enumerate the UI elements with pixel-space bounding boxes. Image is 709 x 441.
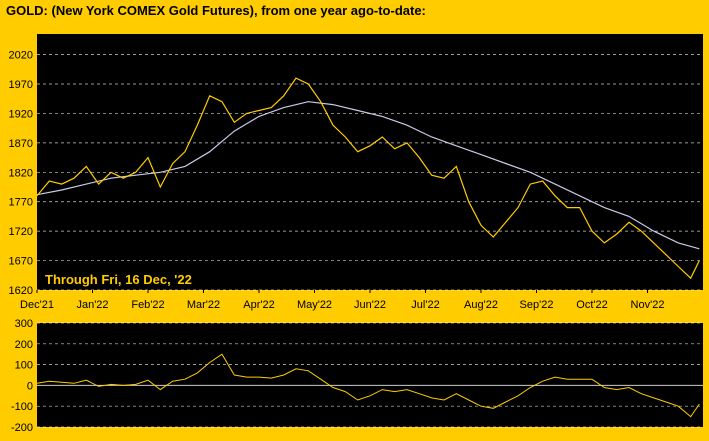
x-tick-label: Sep'22 <box>520 299 554 311</box>
price-y-tick-label: 1670 <box>9 256 33 268</box>
through-date-annotation: Through Fri, 16 Dec, '22 <box>45 272 192 287</box>
price-y-tick-label: 1820 <box>9 167 33 179</box>
price-y-tick-label: 1770 <box>9 197 33 209</box>
price-y-tick-label: 1970 <box>9 79 33 91</box>
chart-title: GOLD: (New York COMEX Gold Futures), fro… <box>6 3 426 18</box>
oscillator-y-tick-label: 300 <box>15 318 33 330</box>
oscillator-y-tick-label: 100 <box>15 360 33 372</box>
oscillator-plot-area <box>37 323 703 427</box>
price-y-tick-label: 1620 <box>9 285 33 297</box>
x-tick-label: Aug'22 <box>464 299 498 311</box>
x-tick-label: Oct'22 <box>576 299 607 311</box>
price-plot-area <box>37 34 703 290</box>
x-tick-label: Apr'22 <box>243 299 274 311</box>
x-tick-label: Nov'22 <box>631 299 665 311</box>
x-tick-label: Jul'22 <box>411 299 439 311</box>
price-y-tick-label: 2020 <box>9 50 33 62</box>
price-line <box>36 77 700 280</box>
oscillator-y-tick-label: -200 <box>11 422 33 434</box>
moving-average-line <box>36 101 700 250</box>
x-tick-label: May'22 <box>297 299 332 311</box>
x-tick-label: Jan'22 <box>76 299 108 311</box>
x-tick-label: Jun'22 <box>354 299 386 311</box>
price-y-tick-label: 1870 <box>9 138 33 150</box>
oscillator-y-tick-label: 200 <box>15 339 33 351</box>
oscillator-y-tick-label: -100 <box>11 401 33 413</box>
x-tick-label: Dec'21 <box>20 299 54 311</box>
oscillator-line <box>36 353 700 418</box>
oscillator-y-tick-label: 0 <box>27 380 33 392</box>
x-tick-label: Feb'22 <box>131 299 164 311</box>
x-tick-label: Mar'22 <box>187 299 220 311</box>
price-y-tick-label: 1920 <box>9 108 33 120</box>
price-y-tick-label: 1720 <box>9 226 33 238</box>
